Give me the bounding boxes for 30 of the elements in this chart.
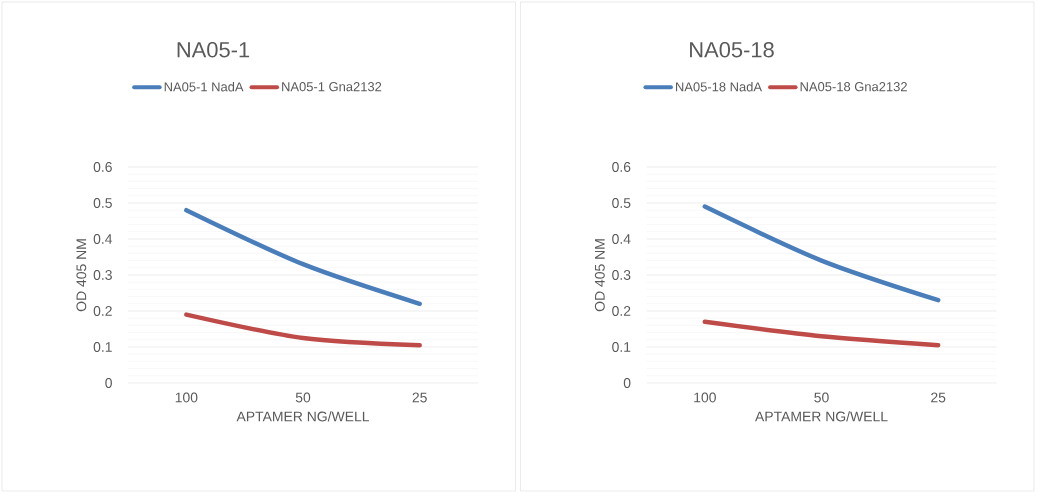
x-tick-label: 50	[295, 392, 311, 403]
y-tick-label: 0.2	[93, 306, 112, 316]
y-tick-label: 0.2	[612, 306, 631, 316]
y-tick-label: 0.6	[612, 162, 631, 172]
y-tick-label: 0	[623, 378, 631, 388]
y-tick-label: 0.6	[93, 162, 112, 172]
y-tick-label: 0.5	[93, 198, 112, 208]
x-tick-label: 100	[694, 392, 716, 403]
legend-label: NA05-1 NadA	[164, 81, 244, 92]
legend-label: NA05-1 Gna2132	[282, 82, 382, 92]
x-tick-label: 25	[931, 392, 946, 403]
x-tick-label: 100	[175, 392, 198, 403]
y-tick-label: 0.1	[612, 342, 631, 352]
y-tick-label: 0.4	[93, 234, 113, 244]
y-tick-label: 0	[105, 378, 112, 388]
x-axis-title: APTAMER NG/WELL	[755, 411, 888, 422]
y-tick-label: 0.1	[93, 342, 112, 352]
chart-title: NA05-18	[690, 41, 774, 58]
y-tick-label: 0.4	[612, 234, 631, 244]
y-axis-title: OD 405 NM	[76, 239, 87, 312]
chart-title: NA05-1	[177, 41, 250, 58]
y-tick-label: 0.3	[612, 270, 631, 280]
y-tick-label: 0.5	[612, 198, 631, 208]
y-axis-title: OD 405 NM	[594, 239, 605, 312]
y-tick-label: 0.3	[93, 270, 112, 280]
x-axis-title: APTAMER NG/WELL	[236, 411, 370, 422]
legend-label: NA05-18 NadA	[676, 81, 763, 92]
legend-label: NA05-18 Gna2132	[800, 82, 907, 92]
x-tick-label: 25	[412, 392, 427, 403]
x-tick-label: 50	[814, 392, 829, 403]
